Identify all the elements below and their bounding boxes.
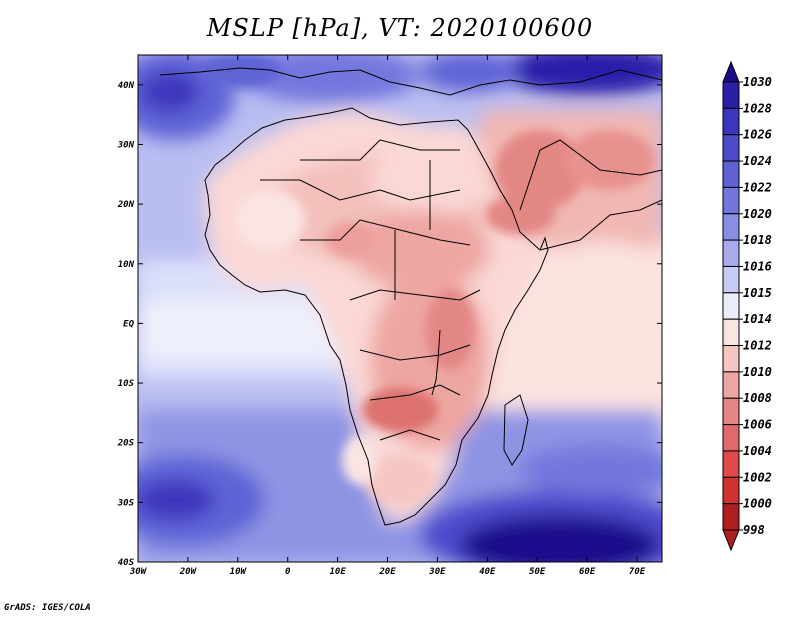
colorbar-label: 1012: [743, 339, 772, 353]
colorbar-swatch: [722, 424, 740, 452]
x-tick-label: 20E: [378, 567, 396, 577]
y-tick-label: 10S: [118, 379, 135, 389]
colorbar-label: 998: [743, 523, 765, 537]
pressure-field: [138, 55, 662, 562]
colorbar-swatch: [722, 371, 740, 399]
x-tick-label: 10E: [329, 567, 346, 577]
y-tick-label: 30S: [117, 498, 135, 508]
x-tick-label: 30E: [428, 567, 446, 577]
colorbar-swatch: [722, 107, 740, 136]
colorbar-swatch: [722, 503, 740, 531]
y-tick-label: 20S: [117, 439, 135, 449]
x-tick-label: 70E: [629, 567, 646, 577]
x-axis: 30W 20W 10W 0 10E 20E 30E 40E 50E 60E 70E: [129, 55, 646, 577]
colorbar-swatch: [722, 450, 740, 478]
colorbar-label: 1008: [743, 391, 772, 405]
colorbar-label: 1030: [743, 75, 772, 89]
colorbar-label: 1028: [743, 101, 772, 115]
colorbar-label: 1016: [743, 259, 772, 273]
colorbar-swatch: [722, 186, 740, 215]
map-frame: [137, 54, 663, 563]
colorbar-label: 1015: [743, 286, 772, 300]
colorbar-label: 1004: [743, 444, 772, 458]
colorbar-swatch: [722, 160, 740, 188]
colorbar-label: 1022: [743, 180, 772, 194]
colorbar-swatch: [722, 81, 740, 109]
colorbar-swatch: [722, 213, 740, 241]
x-tick-label: 0: [285, 567, 291, 577]
colorbar-label: 1026: [743, 128, 772, 142]
colorbar-swatch: [722, 292, 740, 320]
colorbar-label: 1014: [743, 312, 772, 326]
colorbar-min-triangle: [722, 529, 740, 552]
x-tick-label: 40E: [479, 567, 496, 577]
coastlines: [159, 67, 662, 526]
y-tick-label: 20N: [117, 200, 135, 210]
colorbar-swatch: [722, 476, 740, 505]
colorbar-label: 1010: [743, 365, 772, 379]
map-title: MSLP [hPa], VT: 2020100600: [206, 14, 594, 42]
colorbar-swatch: [722, 345, 740, 373]
colorbar-swatch: [722, 265, 740, 294]
y-tick-label: EQ: [123, 319, 134, 329]
colorbar-label: 1006: [743, 418, 772, 432]
colorbar-swatch: [722, 239, 740, 267]
y-tick-label: 40N: [118, 81, 135, 91]
colorbar-label: 1002: [743, 470, 772, 484]
colorbar-label: 1020: [743, 207, 772, 221]
colorbar: 1030 1028 1026 1024 1022 1020 1018 1016 1015 1014…: [722, 60, 772, 552]
colorbar-label: 1018: [743, 233, 772, 247]
colorbar-swatch: [722, 397, 740, 426]
x-tick-label: 50E: [529, 567, 546, 577]
footer-credit: GrADS: IGES/COLA: [4, 603, 91, 613]
colorbar-label: 1024: [743, 154, 772, 168]
y-tick-label: 30N: [117, 140, 135, 150]
y-tick-label: 40S: [118, 558, 135, 568]
colorbar-swatch: [722, 318, 740, 347]
y-axis: 40N 30N 20N 10N EQ 10S 20S 30S 40S: [117, 81, 662, 568]
x-tick-label: 10W: [230, 567, 248, 577]
x-tick-label: 60E: [579, 567, 596, 577]
colorbar-swatch: [722, 134, 740, 162]
x-tick-label: 20W: [179, 567, 198, 577]
colorbar-label: 1000: [743, 497, 772, 511]
x-tick-label: 30W: [129, 567, 148, 577]
colorbar-max-triangle: [722, 60, 740, 83]
y-tick-label: 10N: [118, 260, 135, 270]
